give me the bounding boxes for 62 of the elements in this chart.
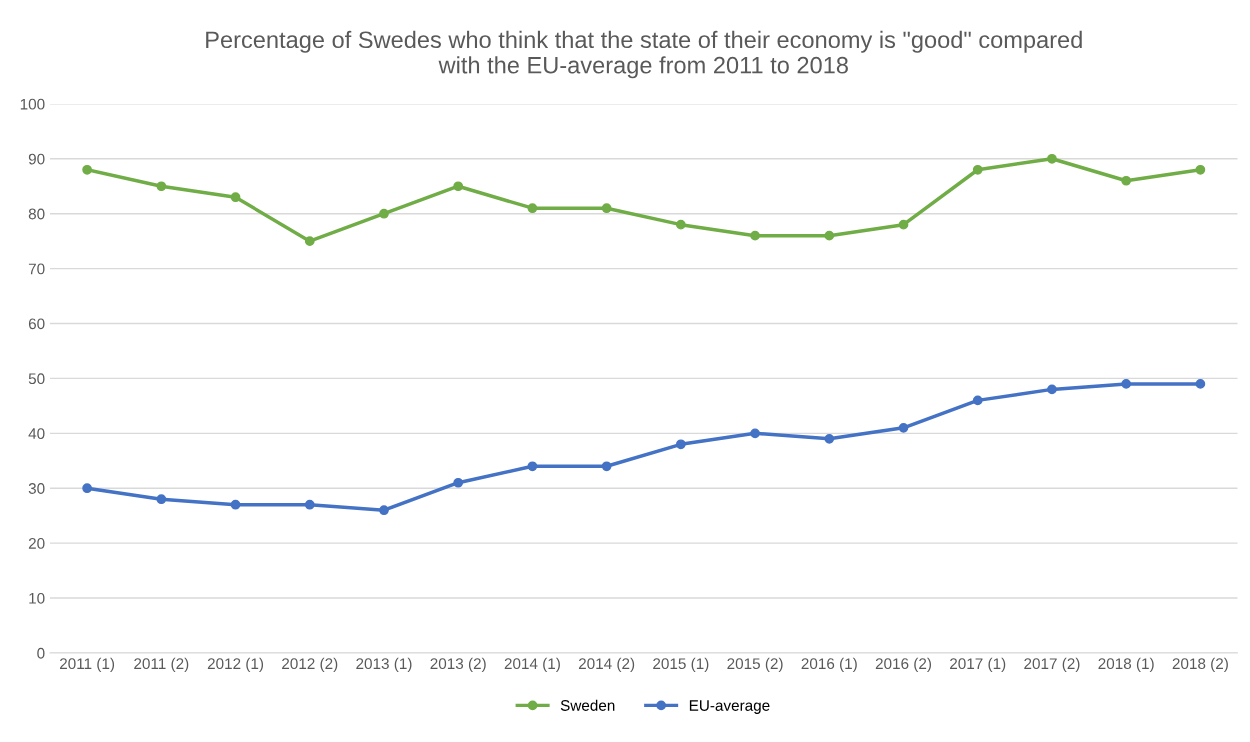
y-tick-label: 20 xyxy=(28,538,45,549)
x-tick-label: 2018 (1) xyxy=(1098,657,1154,673)
point xyxy=(379,505,389,516)
x-tick-label: 2014 (1) xyxy=(504,657,560,673)
point xyxy=(230,192,241,203)
point xyxy=(972,164,983,175)
point xyxy=(601,203,612,214)
y-tick-label: 10 xyxy=(29,592,45,604)
point xyxy=(1047,384,1057,395)
x-tick-label: 2015 (1) xyxy=(653,657,709,673)
x-tick-label: 2015 (2) xyxy=(727,657,783,673)
point xyxy=(1047,153,1057,164)
point xyxy=(750,428,760,439)
y-tick-label: 60 xyxy=(28,318,45,330)
point xyxy=(675,219,686,230)
point xyxy=(898,219,909,230)
point xyxy=(527,461,538,472)
point xyxy=(601,461,612,472)
point xyxy=(1121,379,1132,389)
point xyxy=(379,208,389,219)
y-tick-label: 50 xyxy=(28,373,45,385)
point xyxy=(453,181,464,192)
point xyxy=(156,181,167,192)
x-tick-label: 2016 (2) xyxy=(875,657,932,673)
y-tick-label: 100 xyxy=(20,98,45,110)
x-tick-label: 2017 (2) xyxy=(1024,657,1080,673)
y-tick-label: 40 xyxy=(28,428,45,440)
point xyxy=(824,230,835,241)
point xyxy=(82,483,92,494)
x-tick-label: 2018 (2) xyxy=(1172,657,1228,673)
y-tick-label: 0 xyxy=(37,647,45,659)
legend-label: EU-average xyxy=(689,700,770,714)
point xyxy=(1195,379,1206,389)
point xyxy=(230,499,241,510)
point xyxy=(156,494,167,505)
point xyxy=(898,422,909,433)
chart-title: Percentage of Swedes who think that the state of their economy is "good" compared with the EU-average from 2011 to 2018 xyxy=(206,30,1082,79)
point xyxy=(750,230,760,241)
y-tick-label: 30 xyxy=(28,483,45,494)
x-tick-label: 2012 (2) xyxy=(282,657,338,673)
point xyxy=(304,499,315,510)
y-tick-label: 90 xyxy=(28,153,45,165)
point xyxy=(972,395,983,406)
point xyxy=(824,433,835,444)
legend-label: Sweden xyxy=(560,699,615,711)
x-tick-label: 2012 (1) xyxy=(207,657,264,673)
point xyxy=(453,477,464,488)
y-tick-label: 70 xyxy=(28,263,45,275)
y-tick-label: 80 xyxy=(28,208,45,220)
x-tick-label: 2011 (1) xyxy=(59,657,115,673)
point xyxy=(527,203,538,214)
x-tick-label: 2017 (1) xyxy=(950,657,1006,673)
point xyxy=(82,164,92,175)
point xyxy=(1121,175,1132,186)
x-tick-label: 2016 (1) xyxy=(801,657,857,673)
point xyxy=(675,439,686,450)
x-tick-label: 2011 (2) xyxy=(134,657,189,673)
x-tick-label: 2013 (2) xyxy=(430,657,486,673)
point xyxy=(304,236,315,247)
point xyxy=(1195,164,1206,175)
x-tick-label: 2013 (1) xyxy=(356,657,412,673)
x-tick-label: 2014 (2) xyxy=(578,657,635,673)
